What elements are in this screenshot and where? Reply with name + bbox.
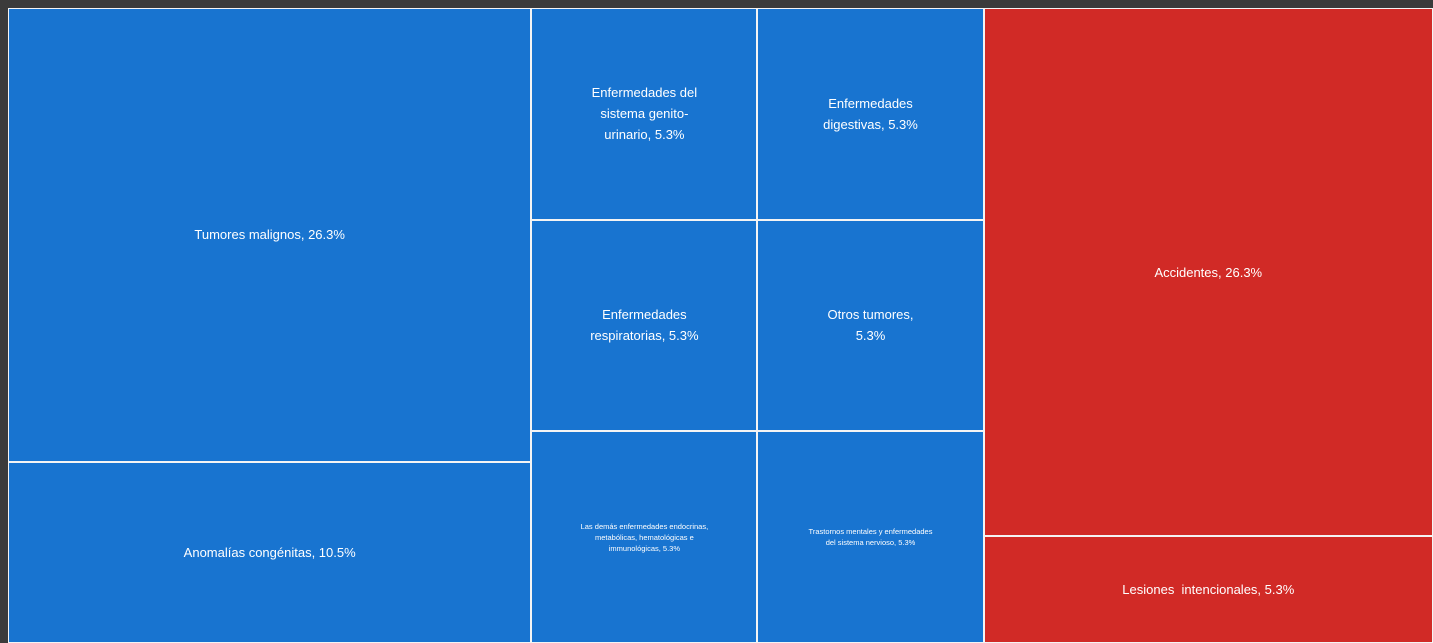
treemap-cell: Las demás enfermedades endocrinas, metab… [532, 432, 757, 642]
cell-label: Enfermedades digestivas, 5.3% [823, 95, 918, 132]
cell-label: Enfermedades del sistema genito-urinario… [591, 85, 701, 143]
cell-label: Anomalías congénitas, 10.5% [183, 544, 356, 560]
treemap-cell: Tumores malignos, 26.3% [9, 9, 531, 461]
treemap-cell: Enfermedades digestivas, 5.3% [758, 9, 983, 219]
cell-label: Accidentes, 26.3% [1154, 264, 1263, 280]
cell-label: Trastornos mentales y enfermedades del s… [808, 527, 935, 548]
cell-label: Enfermedades respiratorias, 5.3% [590, 307, 699, 344]
treemap-cell: Lesiones intencionales, 5.3% [984, 537, 1432, 642]
cell-label: Lesiones intencionales, 5.3% [1122, 582, 1295, 598]
treemap-cell: Otros tumores, 5.3% [758, 220, 983, 431]
cell-label: Otros tumores, 5.3% [827, 307, 918, 344]
treemap-cell: Accidentes, 26.3% [984, 9, 1432, 536]
treemap-cell: Enfermedades respiratorias, 5.3% [532, 220, 757, 431]
treemap-cell: Anomalías congénitas, 10.5% [9, 462, 531, 642]
treemap-cell: Enfermedades del sistema genito-urinario… [532, 9, 757, 219]
treemap: Tumores malignos, 26.3% Anomalías congéni… [8, 8, 1433, 643]
cell-label: Tumores malignos, 26.3% [194, 227, 345, 243]
cell-label: Las demás enfermedades endocrinas, metab… [580, 521, 711, 553]
treemap-cell: Trastornos mentales y enfermedades del s… [758, 432, 983, 642]
